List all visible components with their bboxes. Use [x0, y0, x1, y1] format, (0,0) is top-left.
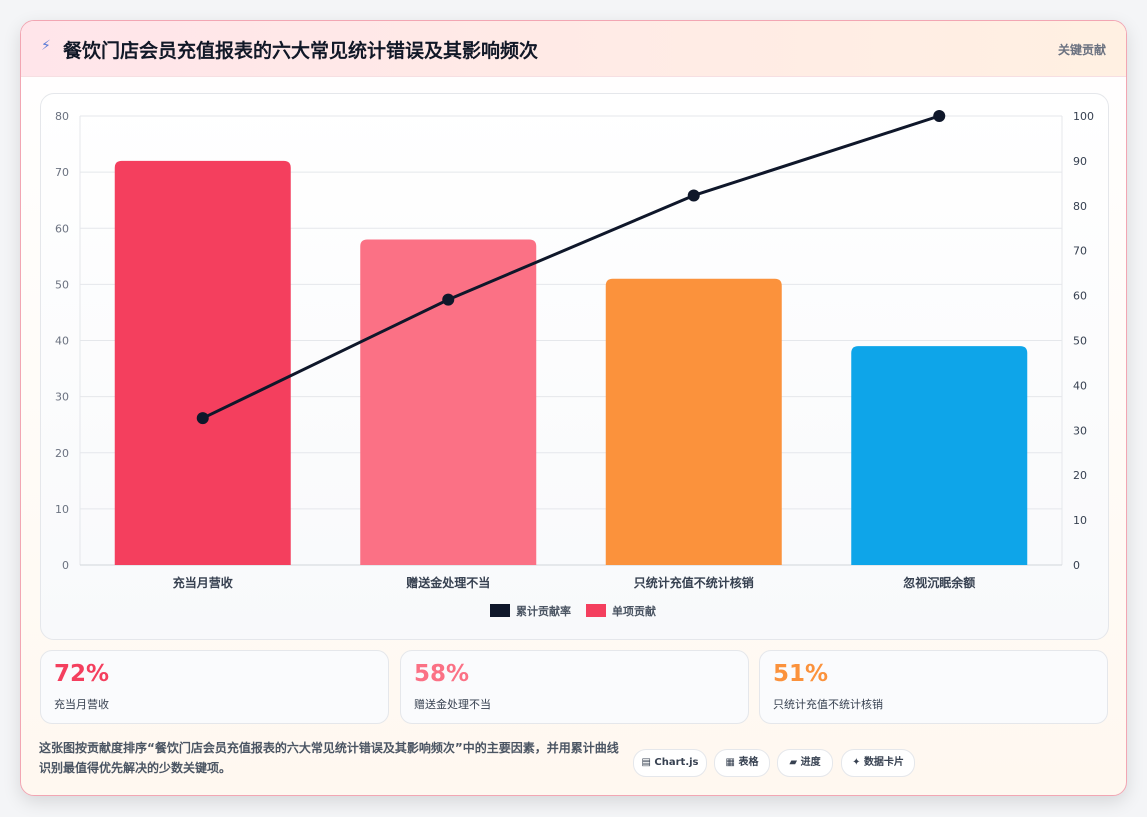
chip-table[interactable]: ▦ 表格	[714, 749, 770, 777]
y-left-tick-label: 0	[62, 559, 69, 572]
y-right-tick-label: 50	[1073, 335, 1087, 348]
chip-label: 进度	[800, 757, 821, 768]
y-right-tick-label: 70	[1073, 245, 1087, 258]
cumulative-line	[202, 114, 940, 420]
cumulative-point-2	[442, 293, 455, 306]
y-right-tick-label: 30	[1073, 424, 1087, 437]
stat-value: 51%	[773, 661, 829, 687]
legend-swatch	[490, 604, 510, 617]
sparkle-icon: ✦	[852, 757, 861, 768]
y-right-tick-label: 10	[1073, 514, 1087, 527]
stat-card-2: 58% 赠送金处理不当	[400, 650, 749, 724]
bar-1	[114, 160, 291, 565]
y-right-tick-label: 80	[1073, 200, 1087, 213]
x-tick-label: 只统计充值不统计核销	[634, 575, 754, 590]
cumulative-point-3	[687, 189, 700, 202]
legend-label: 累计贡献率	[516, 604, 571, 618]
chip-label: 数据卡片	[863, 757, 904, 768]
cumulative-point-4	[933, 110, 946, 122]
chart-description: 这张图按贡献度排序“餐饮门店会员充值报表的六大常见统计错误及其影响频次”中的主要…	[39, 741, 619, 775]
chart-panel: 0 10 20 30 40 50 60 70 80 0 10 20 30 40 50 60 70 80 90 100 充…	[40, 93, 1109, 640]
y-left-tick-label: 80	[55, 110, 69, 123]
stat-value: 72%	[54, 661, 110, 687]
bar-2	[360, 239, 537, 565]
chip-label: 表格	[738, 757, 759, 768]
progress-icon: ▰	[789, 757, 798, 768]
chip-label: Chart.js	[654, 757, 699, 768]
stat-label: 充当月营收	[54, 698, 109, 711]
x-tick-label: 充当月营收	[173, 575, 233, 590]
y-left-tick-label: 20	[55, 447, 69, 460]
y-left-tick-label: 60	[55, 222, 69, 235]
chip-progress[interactable]: ▰ 进度	[777, 749, 833, 777]
chart-card: ⚡ 餐饮门店会员充值报表的六大常见统计错误及其影响频次 关键贡献 0 10 20 30…	[20, 20, 1127, 796]
y-right-tick-label: 20	[1073, 469, 1087, 482]
y-left-tick-label: 50	[55, 278, 69, 291]
x-tick-label: 赠送金处理不当	[406, 575, 490, 590]
y-left-tick-label: 40	[55, 335, 69, 348]
chip-chartjs[interactable]: ▤ Chart.js	[633, 749, 707, 777]
y-right-tick-label: 60	[1073, 290, 1087, 303]
chart-icon: ▤	[641, 757, 651, 768]
stat-value: 58%	[414, 661, 470, 687]
cumulative-point-1	[196, 412, 209, 425]
legend-label: 单项贡献	[612, 604, 656, 618]
y-left-tick-label: 10	[55, 503, 69, 516]
stat-label: 只统计充值不统计核销	[773, 698, 883, 711]
bar-3	[605, 278, 782, 565]
legend-swatch	[586, 604, 606, 617]
page-title: 餐饮门店会员充值报表的六大常见统计错误及其影响频次	[63, 40, 539, 62]
stat-label: 赠送金处理不当	[414, 698, 491, 711]
bar-4	[851, 346, 1028, 565]
card-header: ⚡ 餐饮门店会员充值报表的六大常见统计错误及其影响频次 关键贡献	[21, 21, 1126, 77]
y-right-tick-label: 40	[1073, 379, 1087, 392]
pareto-chart: 0 10 20 30 40 50 60 70 80 0 10 20 30 40 50 60 70 80 90 100 充…	[55, 110, 1094, 618]
x-tick-label: 忽视沉眠余额	[903, 575, 975, 590]
y-left-tick-label: 30	[55, 391, 69, 404]
y-right-tick-label: 0	[1073, 559, 1080, 572]
stat-card-3: 51% 只统计充值不统计核销	[759, 650, 1108, 724]
stat-card-1: 72% 充当月营收	[40, 650, 389, 724]
y-right-tick-label: 100	[1073, 110, 1094, 123]
header-badge: 关键贡献	[1057, 43, 1106, 57]
y-left-tick-label: 70	[55, 166, 69, 179]
lightning-icon: ⚡	[41, 38, 51, 54]
y-right-tick-label: 90	[1073, 155, 1087, 168]
table-icon: ▦	[725, 757, 735, 768]
chip-data-card[interactable]: ✦ 数据卡片	[841, 749, 915, 777]
